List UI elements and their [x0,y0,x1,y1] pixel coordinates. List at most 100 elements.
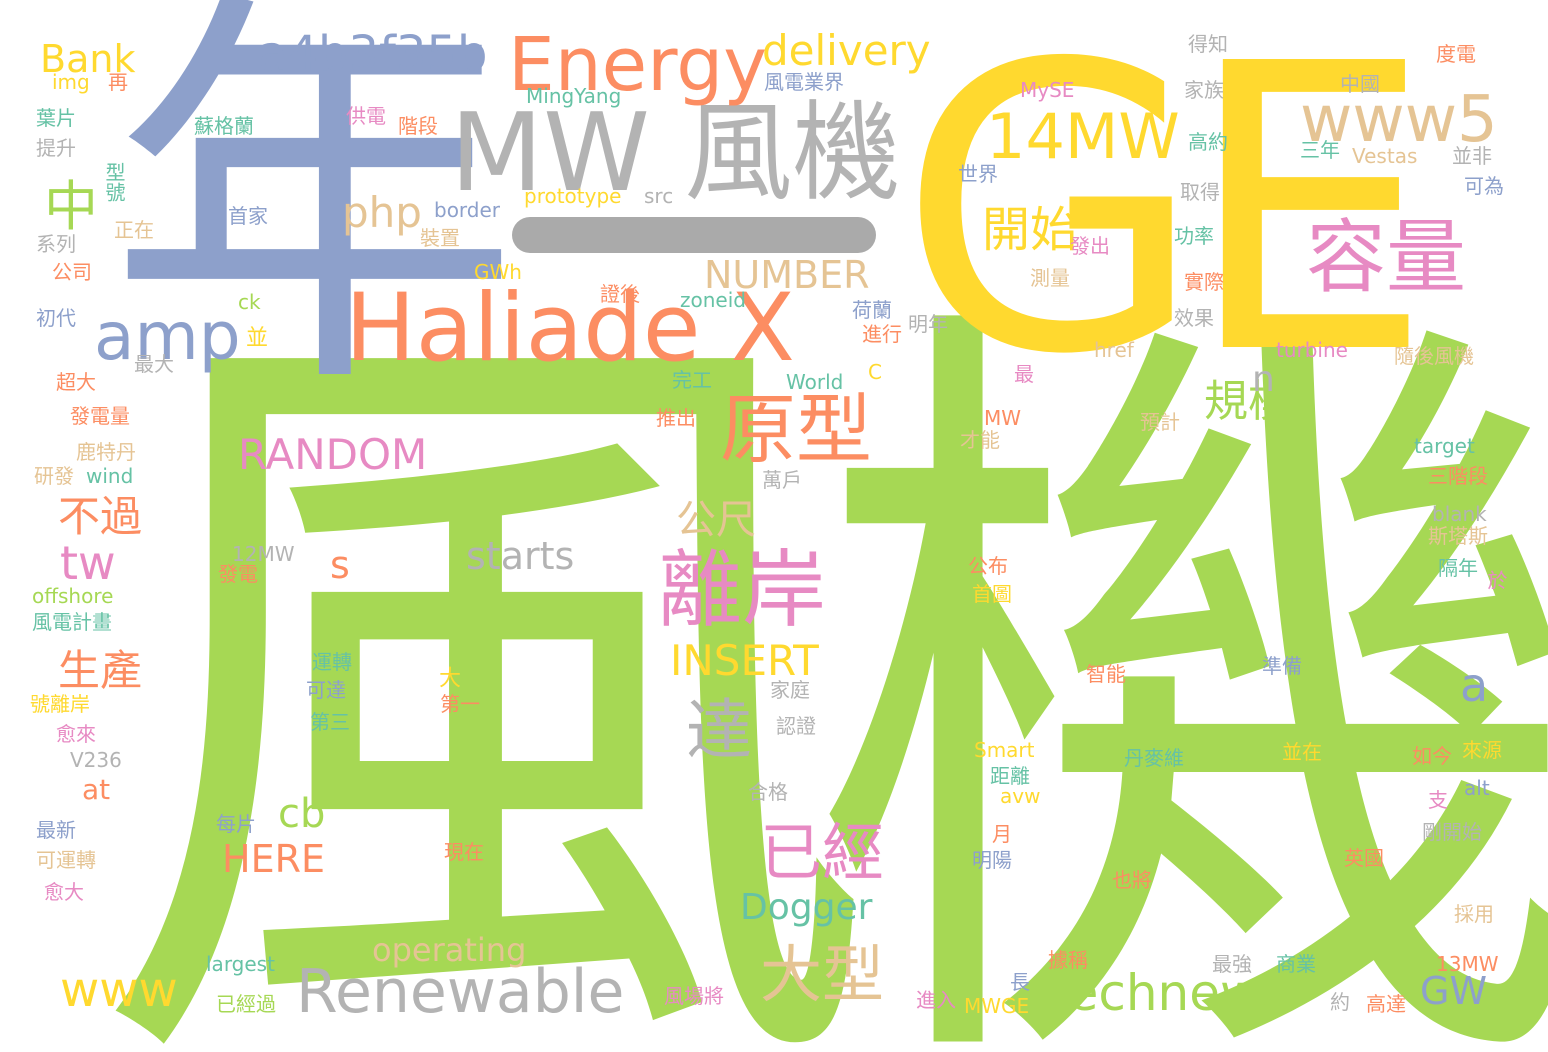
word: 規模 [1204,376,1292,427]
word: MingYang [526,84,622,108]
word: s [330,543,350,587]
word: 如今 [1412,744,1452,768]
word: 採用 [1454,902,1494,926]
word: 再 [108,70,128,94]
word: zoneid [680,288,746,312]
word: 不過 [58,492,143,541]
word: 大 [435,666,460,688]
word: 第三 [310,710,350,734]
word: Vestas [1352,144,1418,168]
word: 達 [686,692,752,769]
word: 公布 [968,554,1008,578]
word: 年 [108,0,520,439]
word: 家庭 [770,678,810,702]
word: 生產 [58,646,143,695]
word: 公司 [52,260,92,284]
word: Dogger [740,887,873,928]
word: 風電業界 [764,70,844,94]
word: 也將 [1112,868,1152,892]
word: Energy [508,22,768,108]
word: Renewable [296,957,625,1027]
word: 推出 [656,406,696,430]
word: NUMBER [704,253,870,297]
word: 預計 [1140,410,1180,434]
word: 月 [992,822,1012,846]
word: 鹿特丹 [76,440,136,464]
word: MWGE [964,994,1030,1018]
word: 效果 [1174,306,1214,330]
word: ck [238,290,261,314]
word: alt [1464,776,1490,800]
word: 明陽 [972,848,1012,872]
word: 12MW [232,542,295,566]
word: www [60,962,178,1018]
word: 英國 [1344,846,1384,870]
word: 並非 [1452,144,1492,168]
word: 家族 [1184,78,1224,102]
word: 隨後風機 [1394,344,1474,368]
word: delivery [762,26,931,75]
word: offshore [32,584,114,608]
word: 14MW [986,100,1180,173]
word: 風場將 [664,984,724,1008]
word: 提升 [36,136,76,160]
word: 丹麥維 [1124,746,1184,770]
word: 度電 [1436,42,1476,66]
word: 已經 [760,816,885,889]
word: src [644,184,674,208]
word: 離岸 [658,541,827,639]
word: 研發 [34,464,74,488]
word: 智能 [1086,662,1126,686]
word: a [1460,658,1489,712]
word: 裝置 [420,226,460,250]
word: img [52,70,90,94]
word: prototype [524,184,622,208]
word: amp [94,298,241,375]
word: 支 [1428,788,1448,812]
word: href [1094,338,1134,362]
word: Bank [40,37,136,81]
word: GWh [474,260,522,284]
word: technews [1048,964,1287,1022]
word: 公尺 [676,497,756,543]
word: 最新 [36,818,76,842]
word: 運轉 [312,650,352,674]
word: 合格 [748,780,788,804]
word: turbine [1276,338,1348,362]
word: 愈大 [44,880,84,904]
word: 首家 [228,204,268,228]
word: 荷蘭 [852,298,892,322]
word: 可運轉 [36,848,96,872]
word: 型號 [102,162,126,202]
word: 認證 [776,714,816,738]
word: 風機 [88,247,1548,1052]
word: V236 [70,748,122,772]
word: 並在 [1282,740,1322,764]
word: 實際 [1184,270,1224,294]
word: operating [372,931,527,969]
word: Haliade X [345,274,795,383]
word: 已經過 [216,992,276,1016]
word: 最 [1014,362,1034,386]
word: 號離岸 [30,692,90,716]
word: 才能 [960,428,1000,452]
word: 中國 [1340,72,1380,96]
word: starts [466,534,575,578]
word: blank [1432,502,1487,526]
word: at [82,773,111,806]
word: 三年 [1300,138,1340,162]
word: www5 [1300,83,1498,157]
word: php [342,188,422,237]
word: target [1414,434,1475,458]
word: 總 [214,664,238,684]
word: 蘇格蘭 [194,114,254,138]
word: MW 風機 [450,91,901,216]
word: Smart [974,738,1035,762]
word: 於 [1484,570,1508,590]
word: 首圖 [972,582,1012,606]
word: GW [1420,969,1488,1013]
word: 約 [1330,990,1350,1014]
word: 明年 [908,312,948,336]
word: 現在 [444,840,484,864]
dash-bar [512,217,876,253]
